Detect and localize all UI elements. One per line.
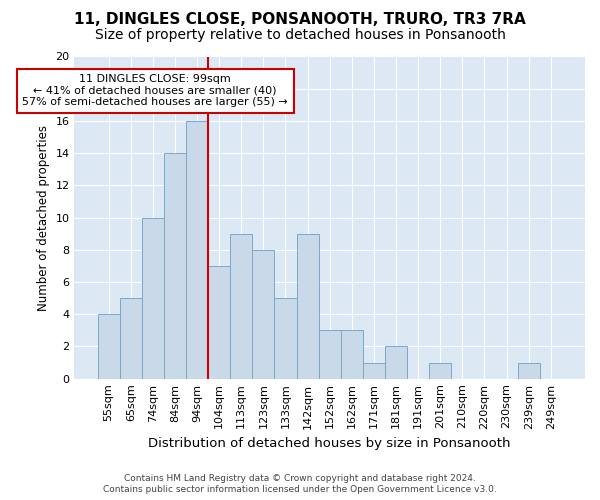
- Bar: [319, 330, 341, 378]
- Bar: [230, 234, 253, 378]
- Bar: [208, 266, 230, 378]
- X-axis label: Distribution of detached houses by size in Ponsanooth: Distribution of detached houses by size …: [148, 437, 511, 450]
- Y-axis label: Number of detached properties: Number of detached properties: [37, 124, 50, 310]
- Bar: [186, 121, 208, 378]
- Bar: [341, 330, 363, 378]
- Bar: [253, 250, 274, 378]
- Bar: [296, 234, 319, 378]
- Bar: [518, 362, 539, 378]
- Text: 11 DINGLES CLOSE: 99sqm
← 41% of detached houses are smaller (40)
57% of semi-de: 11 DINGLES CLOSE: 99sqm ← 41% of detache…: [22, 74, 288, 108]
- Bar: [385, 346, 407, 378]
- Text: Contains HM Land Registry data © Crown copyright and database right 2024.
Contai: Contains HM Land Registry data © Crown c…: [103, 474, 497, 494]
- Bar: [274, 298, 296, 378]
- Bar: [363, 362, 385, 378]
- Bar: [142, 218, 164, 378]
- Bar: [120, 298, 142, 378]
- Bar: [164, 153, 186, 378]
- Text: 11, DINGLES CLOSE, PONSANOOTH, TRURO, TR3 7RA: 11, DINGLES CLOSE, PONSANOOTH, TRURO, TR…: [74, 12, 526, 28]
- Text: Size of property relative to detached houses in Ponsanooth: Size of property relative to detached ho…: [95, 28, 505, 42]
- Bar: [98, 314, 120, 378]
- Bar: [429, 362, 451, 378]
